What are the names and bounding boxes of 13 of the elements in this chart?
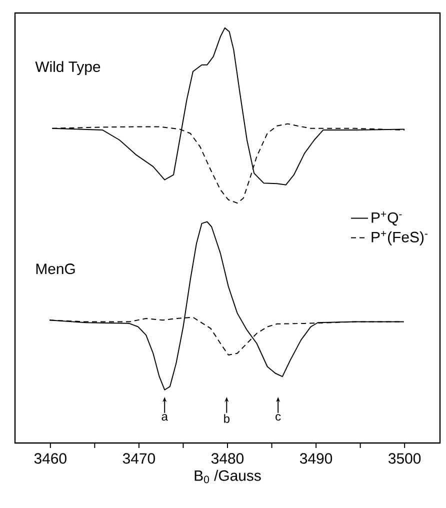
x-tick-label: 3480 — [211, 453, 244, 464]
annotation: a — [162, 414, 168, 421]
x-tick-label: 3500 — [388, 453, 421, 464]
annotation: Wild Type — [35, 61, 100, 75]
x-axis-title: B$_{0}$ /Gauss — [194, 470, 261, 484]
legend-label: P$^{+}$Q$^{-}$ — [372, 212, 402, 226]
annotation: MenG — [36, 264, 75, 274]
annotation: b — [224, 414, 230, 423]
annotation: c — [276, 414, 281, 421]
legend-label: P$^{+}$(FeS)$^{-}$ — [372, 230, 428, 246]
x-tick-label: 3460 — [34, 453, 66, 464]
x-tick-label: 3470 — [122, 453, 155, 464]
x-tick-label: 3490 — [300, 453, 332, 464]
